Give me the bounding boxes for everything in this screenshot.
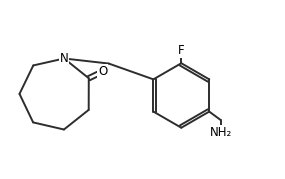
Text: F: F (178, 44, 185, 57)
Text: O: O (98, 65, 107, 78)
Text: NH₂: NH₂ (209, 126, 232, 139)
Text: N: N (60, 52, 68, 65)
